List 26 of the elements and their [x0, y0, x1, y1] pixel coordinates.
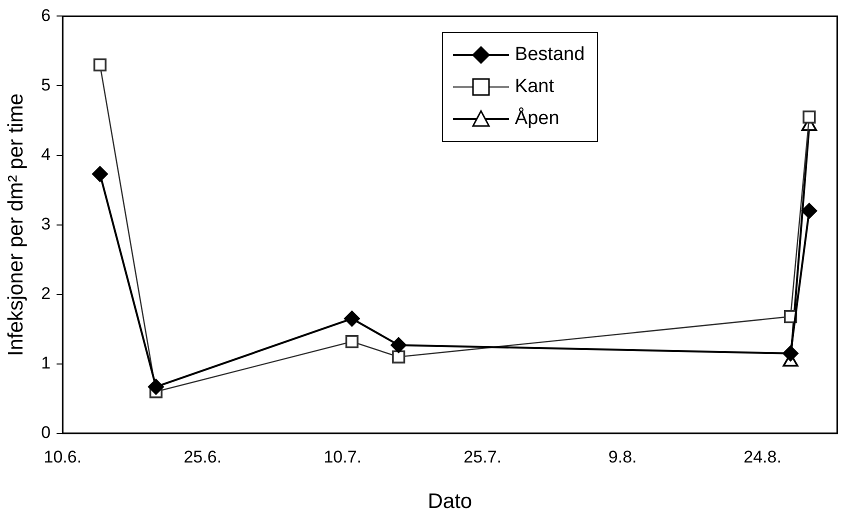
- point: [801, 202, 818, 219]
- legend-label: Bestand: [514, 44, 585, 66]
- y-tick-label: 4: [41, 144, 51, 164]
- y-tick-label: 2: [41, 284, 51, 304]
- x-tick-label: 24.8.: [744, 447, 782, 466]
- x-tick-label: 10.7.: [324, 447, 362, 466]
- point: [345, 335, 358, 348]
- legend-label: Kant: [514, 76, 554, 98]
- y-tick-label: 6: [41, 6, 51, 25]
- point: [390, 337, 406, 353]
- point: [344, 310, 360, 327]
- point: [148, 378, 164, 395]
- point: [392, 350, 406, 364]
- x-tick-label: 9.8.: [608, 447, 637, 466]
- y-axis-title: Infeksjoner per dm² per time: [4, 93, 28, 356]
- point: [93, 58, 107, 72]
- point: [92, 166, 108, 182]
- legend-label: Åpen: [514, 108, 560, 130]
- y-tick-label: 0: [41, 423, 51, 442]
- x-tick-label: 10.6.: [44, 447, 82, 466]
- y-tick-label: 1: [41, 354, 51, 373]
- x-tick-label: 25.6.: [184, 447, 222, 466]
- x-axis-title: Dato: [428, 490, 472, 514]
- y-tick-label: 5: [41, 75, 51, 94]
- y-tick-label: 3: [41, 214, 51, 234]
- x-tick-label: 25.7.: [464, 447, 502, 466]
